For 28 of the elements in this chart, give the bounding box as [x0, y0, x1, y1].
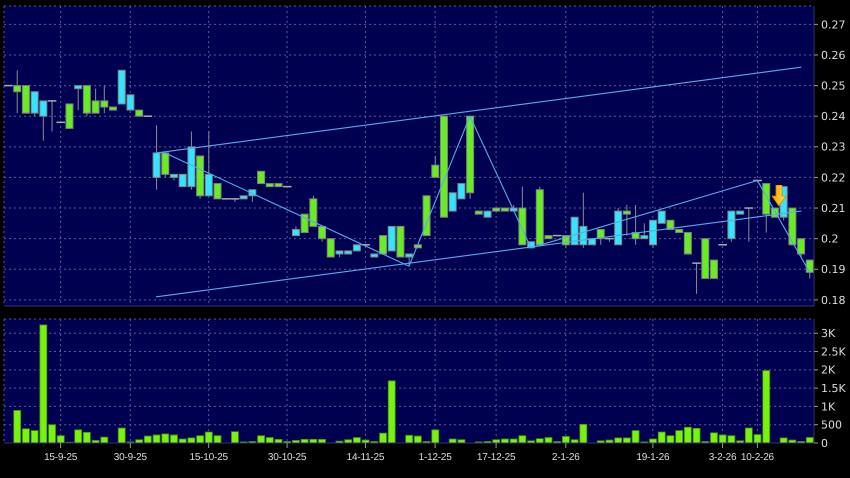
y-tick-label: 0.21	[821, 202, 846, 215]
y-tick-label: 0.2	[821, 232, 838, 246]
x-tick-label: 14-11-25	[346, 452, 385, 464]
y-tick-label: 500	[821, 418, 842, 432]
y-tick-label: 0.22	[821, 171, 846, 184]
x-tick-label: 15-9-25	[44, 452, 78, 464]
y-tick-label: 0.26	[821, 48, 846, 62]
y-tick-label: 2.5K	[821, 345, 846, 358]
y-tick-label: 2K	[821, 364, 836, 377]
y-tick-label: 0.27	[821, 18, 846, 32]
x-tick-label: 19-1-26	[636, 452, 670, 464]
y-tick-label: 0.24	[821, 110, 846, 124]
x-tick-label: 17-12-25	[476, 452, 516, 464]
y-tick-label: 0.25	[821, 79, 846, 92]
x-tick-label: 1-12-25	[418, 452, 452, 464]
y-tick-label: 0.18	[821, 294, 846, 307]
y-tick-label: 1.5K	[821, 382, 846, 396]
y-tick-label: 0.19	[821, 263, 846, 276]
x-tick-label: 30-9-25	[114, 452, 148, 464]
y-tick-label: 1K	[821, 400, 836, 414]
x-tick-label: 10-2-26	[740, 452, 775, 464]
x-tick-label: 30-10-25	[268, 452, 307, 464]
x-tick-label: 3-2-26	[708, 452, 738, 464]
y-tick-label: 3K	[821, 327, 836, 340]
y-tick-label: 0.23	[821, 140, 846, 154]
x-tick-label: 2-1-26	[552, 452, 580, 464]
x-tick-label: 15-10-25	[189, 452, 229, 464]
y-tick-label: 0	[821, 436, 828, 450]
